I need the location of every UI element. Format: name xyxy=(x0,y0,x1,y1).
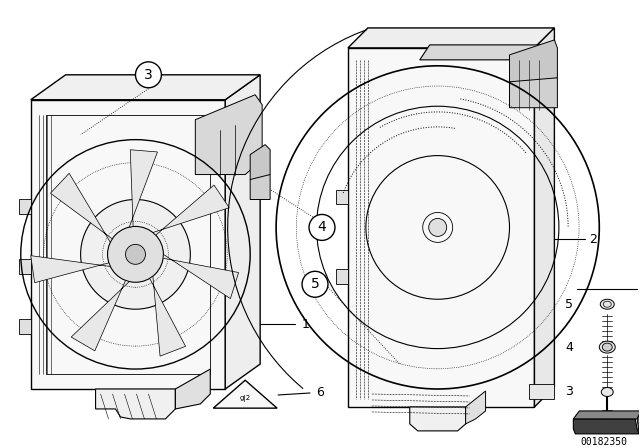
Ellipse shape xyxy=(602,343,612,351)
Polygon shape xyxy=(336,190,348,204)
Text: 1: 1 xyxy=(302,318,310,331)
Polygon shape xyxy=(175,369,211,409)
Polygon shape xyxy=(420,45,554,60)
Polygon shape xyxy=(573,411,640,419)
Ellipse shape xyxy=(600,299,614,309)
Polygon shape xyxy=(410,407,466,431)
Ellipse shape xyxy=(108,226,163,282)
Polygon shape xyxy=(19,199,31,215)
Text: 5: 5 xyxy=(310,277,319,291)
Polygon shape xyxy=(213,380,277,408)
Ellipse shape xyxy=(429,219,447,237)
Text: 5: 5 xyxy=(565,298,573,311)
Text: 00182350: 00182350 xyxy=(580,437,628,447)
Polygon shape xyxy=(509,40,557,90)
Polygon shape xyxy=(336,269,348,284)
Polygon shape xyxy=(225,75,260,389)
Ellipse shape xyxy=(600,418,614,426)
Polygon shape xyxy=(529,384,554,399)
Circle shape xyxy=(309,215,335,241)
Polygon shape xyxy=(466,391,486,424)
Polygon shape xyxy=(19,319,31,334)
Polygon shape xyxy=(31,75,260,100)
Text: 3: 3 xyxy=(566,385,573,398)
Polygon shape xyxy=(129,150,157,227)
Polygon shape xyxy=(19,259,31,274)
Polygon shape xyxy=(250,175,270,199)
Polygon shape xyxy=(71,280,129,351)
Polygon shape xyxy=(348,48,534,407)
Polygon shape xyxy=(95,389,175,419)
Text: 4: 4 xyxy=(317,220,326,234)
Text: 3: 3 xyxy=(144,68,153,82)
Text: 6: 6 xyxy=(316,387,324,400)
Circle shape xyxy=(302,271,328,297)
Ellipse shape xyxy=(599,341,615,353)
Polygon shape xyxy=(150,276,186,356)
Ellipse shape xyxy=(81,199,190,309)
Text: g|2: g|2 xyxy=(239,396,251,402)
Polygon shape xyxy=(51,173,112,242)
Polygon shape xyxy=(153,185,229,235)
Polygon shape xyxy=(163,254,239,299)
Polygon shape xyxy=(348,28,554,48)
Text: 4: 4 xyxy=(566,340,573,353)
Ellipse shape xyxy=(125,244,145,264)
Polygon shape xyxy=(573,419,639,434)
Polygon shape xyxy=(31,100,225,389)
Polygon shape xyxy=(534,28,554,407)
Polygon shape xyxy=(195,95,262,175)
Polygon shape xyxy=(509,78,557,108)
Polygon shape xyxy=(250,145,270,185)
Circle shape xyxy=(136,62,161,88)
Text: 2: 2 xyxy=(589,233,597,246)
Polygon shape xyxy=(31,256,110,283)
Polygon shape xyxy=(637,411,640,434)
Ellipse shape xyxy=(601,388,613,396)
